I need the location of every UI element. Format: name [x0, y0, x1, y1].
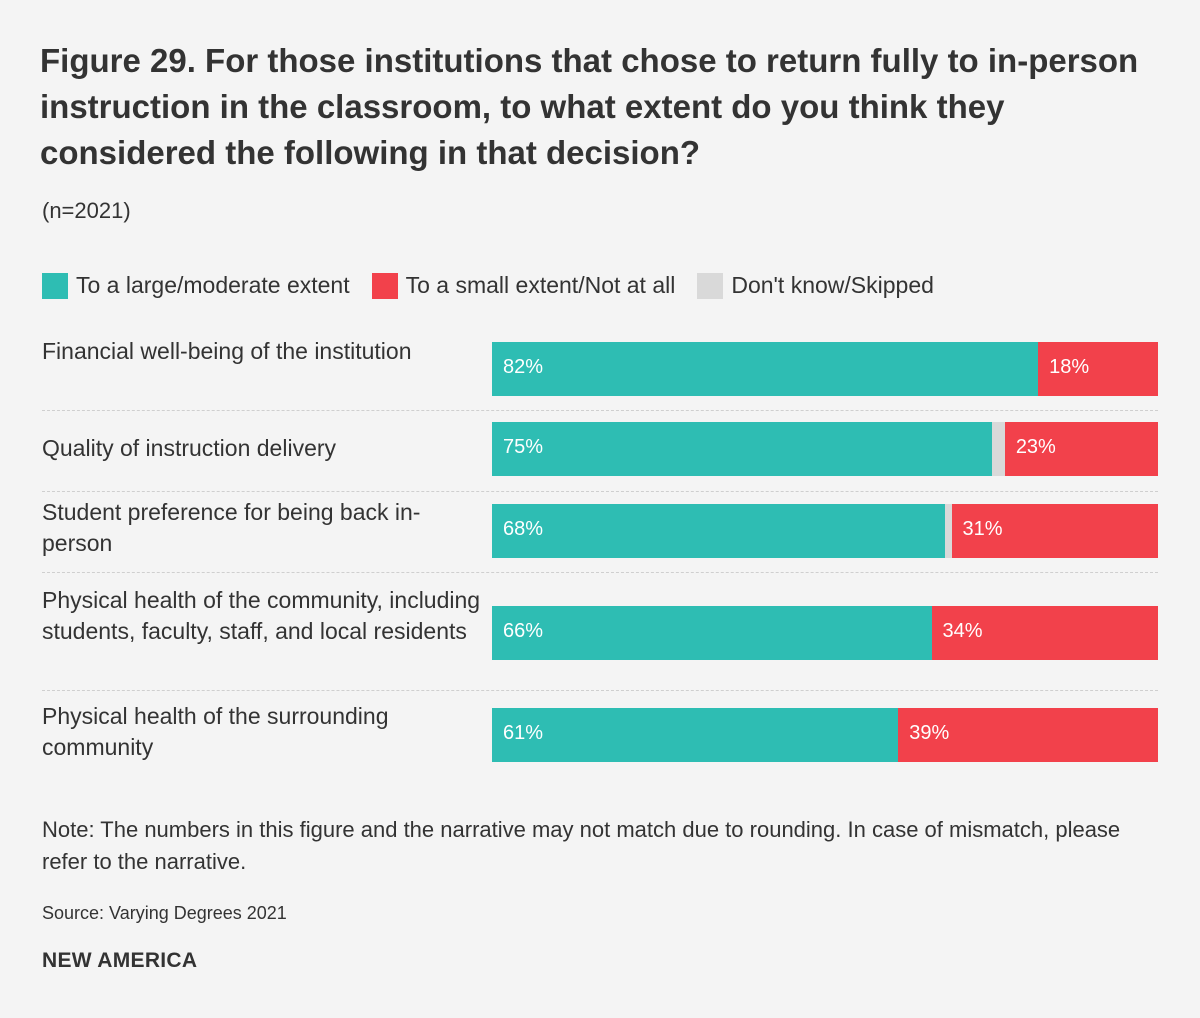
brand-logo-text: NEW AMERICA [42, 949, 198, 972]
category-label: Physical health of the surrounding commu… [42, 703, 389, 760]
bar-segment: 18% [1038, 342, 1158, 396]
chart-subtitle: (n=2021) [42, 198, 131, 223]
data-label: 61% [503, 722, 544, 744]
chart-source: Source: Varying Degrees 2021 [42, 903, 287, 923]
category-label: Quality of instruction delivery [42, 435, 337, 461]
data-label: 31% [962, 518, 1003, 540]
category-label: Financial well-being of the institution [42, 338, 412, 364]
bar-segment [991, 422, 1005, 476]
category-label: Physical health of the community, includ… [42, 587, 481, 644]
bar-segment: 31% [951, 504, 1158, 558]
data-label: 66% [503, 620, 544, 642]
legend-item-small-not-at-all: To a small extent/Not at all [371, 272, 676, 299]
row-divider [42, 572, 1158, 573]
legend: To a large/moderate extent To a small ex… [42, 272, 956, 299]
legend-label-dont-know: Don't know/Skipped [731, 272, 934, 298]
chart-note: Note: The numbers in this figure and the… [42, 817, 1121, 874]
data-label: 34% [942, 620, 983, 642]
legend-item-large-moderate: To a large/moderate extent [42, 272, 350, 299]
chart-title: Figure 29. For those institutions that c… [40, 42, 1139, 171]
bar-segment: 34% [931, 606, 1158, 660]
bar-segment: 66% [492, 606, 932, 660]
stacked-bar: 61% 39% [492, 708, 1158, 762]
row-divider [42, 690, 1158, 691]
data-label: 23% [1015, 436, 1056, 458]
legend-swatch-small-not-at-all [371, 272, 398, 299]
stacked-bar: 82% 18% [492, 342, 1158, 396]
bar-segment: 23% [1004, 422, 1158, 476]
bar-segment: 75% [492, 422, 992, 476]
data-label: 68% [503, 518, 544, 540]
data-label: 82% [503, 356, 544, 378]
legend-label-small-not-at-all: To a small extent/Not at all [405, 272, 676, 298]
category-label: Student preference for being back in-per… [42, 499, 421, 556]
legend-swatch-dont-know [697, 272, 724, 299]
legend-item-dont-know: Don't know/Skipped [697, 272, 934, 299]
bar-segment: 39% [898, 708, 1158, 762]
stacked-bar: 66% 34% [492, 606, 1158, 660]
bar-segment [944, 504, 952, 558]
bar-segment: 82% [492, 342, 1039, 396]
legend-swatch-large-moderate [42, 272, 68, 299]
legend-label-large-moderate: To a large/moderate extent [76, 272, 350, 298]
stacked-bar: 68% 31% [492, 504, 1158, 558]
bar-segment: 61% [492, 708, 899, 762]
row-divider [42, 491, 1158, 492]
bar-segment: 68% [492, 504, 945, 558]
stacked-bar: 75% 23% [492, 422, 1158, 476]
data-label: 18% [1049, 356, 1090, 378]
data-label: 75% [503, 436, 544, 458]
row-divider [42, 410, 1158, 411]
data-label: 39% [909, 722, 950, 744]
